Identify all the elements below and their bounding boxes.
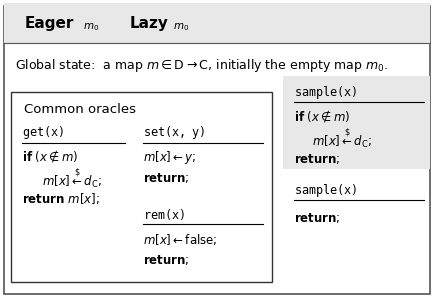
- Text: $\mathbf{return}$;: $\mathbf{return}$;: [293, 152, 340, 166]
- FancyBboxPatch shape: [283, 76, 429, 169]
- Text: $\mathtt{set(x,\ y)}$: $\mathtt{set(x,\ y)}$: [142, 124, 205, 141]
- Bar: [4, 3, 429, 43]
- Text: $\mathtt{get(x)}$: $\mathtt{get(x)}$: [22, 124, 64, 141]
- Text: $\mathtt{sample(x)}$: $\mathtt{sample(x)}$: [293, 182, 357, 199]
- FancyBboxPatch shape: [11, 92, 272, 282]
- Text: $\mathtt{rem(x)}$: $\mathtt{rem(x)}$: [142, 207, 184, 222]
- Text: Common oracles: Common oracles: [24, 103, 136, 116]
- Text: $m[x] \overset{\$}{\leftarrow} d_{\mathrm{C}}$;: $m[x] \overset{\$}{\leftarrow} d_{\mathr…: [311, 126, 371, 150]
- Text: $\mathbf{if}$ $(x \notin m)$: $\mathbf{if}$ $(x \notin m)$: [22, 149, 78, 165]
- Text: Lazy: Lazy: [129, 15, 168, 31]
- Text: Eager: Eager: [24, 15, 73, 31]
- FancyBboxPatch shape: [4, 6, 429, 294]
- Text: $\mathbf{if}$ $(x \notin m)$: $\mathbf{if}$ $(x \notin m)$: [293, 109, 350, 125]
- Text: $\mathbf{return}$;: $\mathbf{return}$;: [142, 253, 189, 267]
- Text: $\mathtt{sample(x)}$: $\mathtt{sample(x)}$: [293, 84, 357, 101]
- Text: $m[x] \leftarrow y$;: $m[x] \leftarrow y$;: [142, 149, 196, 166]
- Text: $m_0$: $m_0$: [173, 22, 189, 33]
- Text: $\mathbf{return}$;: $\mathbf{return}$;: [142, 171, 189, 185]
- Text: $m[x] \leftarrow \mathrm{false}$;: $m[x] \leftarrow \mathrm{false}$;: [142, 232, 217, 247]
- Text: $m_0$: $m_0$: [83, 22, 99, 33]
- Text: $m[x] \overset{\$}{\leftarrow} d_{\mathrm{C}}$;: $m[x] \overset{\$}{\leftarrow} d_{\mathr…: [42, 166, 102, 190]
- Text: $\mathbf{return}$ $m[x]$;: $\mathbf{return}$ $m[x]$;: [22, 192, 99, 206]
- Text: Global state:  a map $m \in \mathrm{D} \rightarrow \mathrm{C}$, initially the em: Global state: a map $m \in \mathrm{D} \r…: [15, 57, 387, 74]
- Text: $\mathbf{return}$;: $\mathbf{return}$;: [293, 211, 340, 225]
